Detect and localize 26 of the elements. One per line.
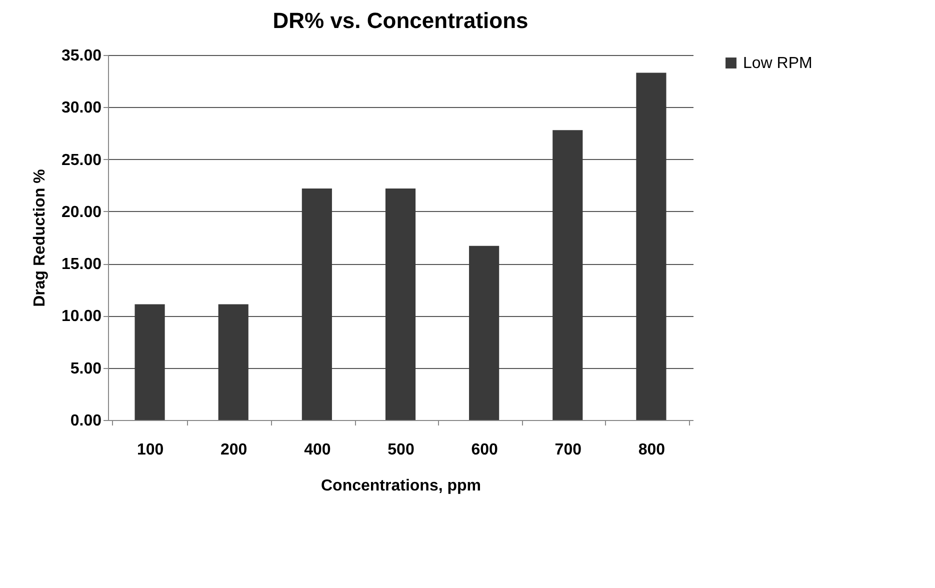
legend-label: Low RPM bbox=[743, 55, 812, 72]
y-axis-title: Drag Reduction % bbox=[31, 169, 48, 307]
x-tick-label: 400 bbox=[304, 442, 331, 458]
y-tick-label: 5.00 bbox=[70, 360, 102, 378]
x-tick-label: 500 bbox=[388, 442, 414, 458]
y-tick-label: 10.00 bbox=[61, 308, 102, 326]
x-tick-label: 200 bbox=[220, 442, 248, 458]
y-tick-label: 20.00 bbox=[61, 204, 102, 221]
y-tick-label: 35.00 bbox=[61, 48, 102, 64]
y-tick-label: 15.00 bbox=[61, 256, 102, 274]
bar bbox=[302, 188, 332, 420]
y-tick-label: 30.00 bbox=[61, 100, 102, 117]
bar bbox=[552, 130, 583, 420]
x-tick-label: 700 bbox=[554, 442, 582, 458]
bar bbox=[385, 188, 416, 420]
chart-title: DR% vs. Concentrations bbox=[272, 8, 528, 33]
bar bbox=[218, 304, 248, 420]
y-tick-label: 25.00 bbox=[61, 152, 102, 169]
y-tick-label: 0.00 bbox=[70, 412, 102, 430]
x-tick-label: 600 bbox=[471, 442, 498, 458]
bar bbox=[636, 72, 666, 420]
x-tick-label: 100 bbox=[136, 442, 164, 458]
x-tick-label: 800 bbox=[638, 442, 666, 458]
x-axis-title: Concentrations, ppm bbox=[320, 478, 482, 494]
bar bbox=[469, 246, 500, 420]
bar bbox=[134, 304, 165, 420]
